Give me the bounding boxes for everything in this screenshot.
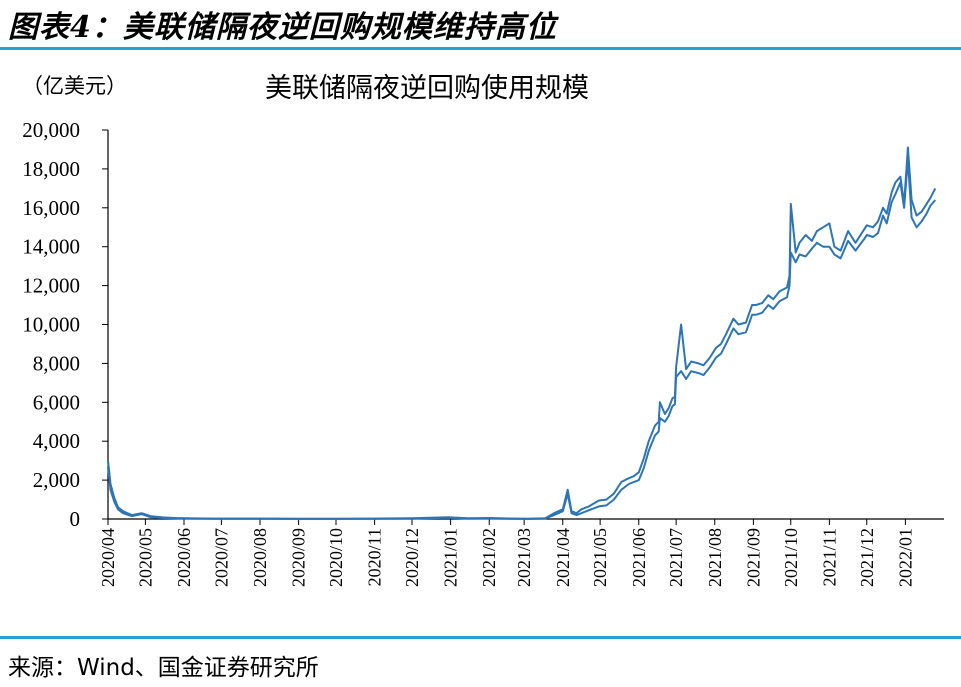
y-tick-label: 8,000 (33, 351, 80, 375)
x-tick-label: 2020/10 (326, 528, 346, 587)
source-note: 来源：Wind、国金证券研究所 (8, 655, 319, 681)
x-tick-label: 2020/05 (135, 528, 155, 587)
x-tick-label: 2020/08 (250, 528, 270, 587)
y-tick-label: 18,000 (22, 157, 80, 181)
x-tick-label: 2020/04 (98, 528, 118, 587)
y-tick-label: 16,000 (22, 196, 80, 220)
x-tick-label: 2021/10 (781, 528, 801, 587)
y-tick-label: 20,000 (22, 118, 80, 142)
series-layer (107, 146, 937, 520)
x-tick-label: 2021/09 (743, 528, 763, 587)
x-tick-label: 2021/06 (629, 528, 649, 587)
x-tick-label: 2020/12 (402, 528, 422, 587)
x-tick-label: 2021/05 (590, 528, 610, 587)
x-tick-label: 2021/02 (479, 528, 499, 587)
x-tick-label: 2021/07 (666, 528, 686, 587)
x-tick-label: 2020/06 (174, 528, 194, 587)
bottom-divider (0, 636, 961, 639)
top-divider (0, 47, 961, 50)
x-tick-label: 2022/01 (895, 528, 915, 587)
y-tick-label: 2,000 (33, 468, 80, 492)
x-tick-label: 2021/03 (514, 528, 534, 587)
y-tick-label: 10,000 (22, 313, 80, 337)
x-tick-label: 2021/04 (553, 528, 573, 587)
y-tick-label: 14,000 (22, 235, 80, 259)
x-tick-label: 2021/08 (705, 528, 725, 587)
y-tick-label: 6,000 (33, 390, 80, 414)
y-axis: 0 2,000 4,000 6,000 8,000 10,000 12,000 14,000 1… (22, 118, 109, 531)
series-line (107, 158, 937, 520)
x-tick-label: 2021/01 (441, 528, 461, 587)
y-axis-unit: （亿美元） (22, 74, 127, 98)
x-tick-label: 2020/07 (211, 528, 231, 587)
y-tick-label: 4,000 (33, 429, 80, 453)
x-tick-label: 2021/11 (819, 528, 839, 586)
x-tick-label: 2020/11 (365, 528, 385, 586)
y-tick-label: 0 (70, 507, 81, 531)
x-tick-label: 2021/12 (857, 528, 877, 587)
x-axis: 2020/04 2020/05 2020/06 2020/07 2020/08 2020/… (98, 518, 944, 587)
y-tick-label: 12,000 (22, 274, 80, 298)
series-line (107, 146, 937, 520)
chart-title: 美联储隔夜逆回购使用规模 (265, 73, 589, 104)
figure-title: 图表4：美联储隔夜逆回购规模维持高位 (8, 10, 557, 45)
x-tick-label: 2020/09 (289, 528, 309, 587)
